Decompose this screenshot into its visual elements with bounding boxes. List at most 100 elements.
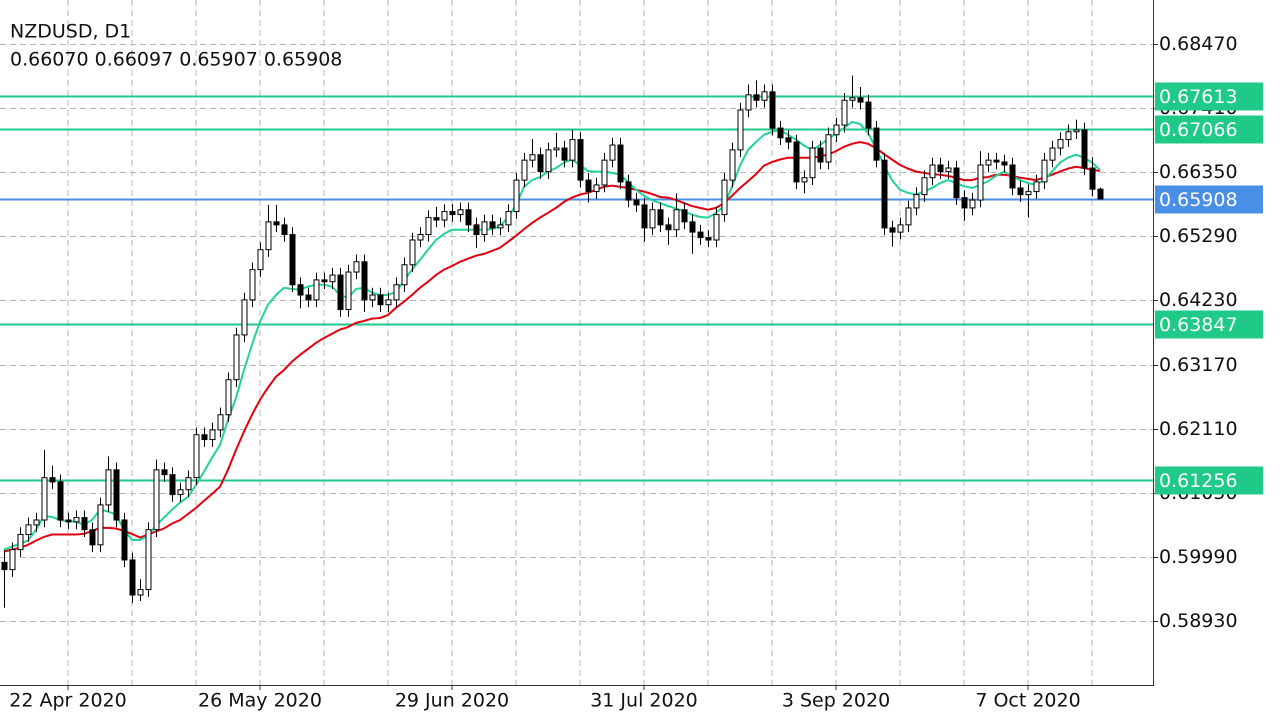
candle-body: [33, 519, 40, 526]
candle-body: [705, 237, 712, 241]
grid-layer: [0, 0, 1153, 685]
candle-body: [65, 519, 72, 523]
candle-body: [233, 334, 240, 381]
candle-body: [713, 214, 720, 241]
y-tick-label: 0.58930: [1159, 610, 1238, 632]
candle-body: [897, 224, 904, 233]
candle-body: [601, 159, 608, 186]
candle-body: [593, 184, 600, 193]
candle-body: [833, 124, 840, 136]
candle-body: [1049, 147, 1056, 161]
candle-body: [25, 524, 32, 536]
candle-body: [297, 284, 304, 296]
candle-body: [449, 211, 456, 216]
candle-body: [321, 279, 328, 283]
candle-body: [81, 517, 88, 531]
candle-body: [457, 209, 464, 216]
candle-body: [577, 139, 584, 181]
y-tick-label: 0.66350: [1159, 161, 1238, 183]
candle-body: [961, 197, 968, 209]
candle-body: [825, 134, 832, 163]
candle-body: [337, 274, 344, 311]
candle-body: [217, 414, 224, 431]
candle-body: [977, 164, 984, 201]
candle-body: [153, 469, 160, 531]
candle-body: [641, 204, 648, 229]
candle-body: [489, 221, 496, 229]
candle-body: [185, 477, 192, 491]
candle-body: [561, 147, 568, 161]
candle-body: [433, 217, 440, 221]
candle-body: [385, 299, 392, 306]
candle-body: [513, 179, 520, 213]
price-level-tag: [1155, 310, 1263, 339]
candle-body: [1, 561, 8, 571]
moving-average-line: [3, 120, 1101, 551]
candle-body: [1025, 191, 1032, 196]
indicator-layer: [3, 120, 1101, 553]
candle-body: [953, 167, 960, 199]
candle-body: [553, 147, 560, 151]
candle-body: [505, 211, 512, 226]
candle-body: [9, 549, 16, 571]
candle-body: [569, 139, 576, 161]
candle-body: [1041, 159, 1048, 183]
candle-body: [361, 261, 368, 301]
candle-body: [769, 91, 776, 129]
candle-body: [241, 299, 248, 336]
candle-body: [1017, 187, 1024, 196]
candle-body: [393, 284, 400, 301]
candle-body: [905, 207, 912, 226]
candle-body: [417, 234, 424, 241]
y-tick-label: 0.62110: [1159, 418, 1238, 440]
candle-body: [105, 469, 112, 506]
candle-body: [737, 109, 744, 151]
candle-body: [721, 179, 728, 216]
candle-body: [409, 239, 416, 266]
price-level-tag: [1155, 185, 1263, 214]
candle-body: [97, 504, 104, 546]
candle-body: [545, 149, 552, 173]
candle-body: [113, 469, 120, 521]
candle-body: [89, 529, 96, 546]
price-level-label: 0.63847: [1159, 314, 1238, 336]
candle-body: [1001, 161, 1008, 166]
candle-body: [697, 231, 704, 239]
candle-body: [1073, 129, 1080, 133]
candle-body: [889, 227, 896, 233]
candle-body: [801, 177, 808, 183]
candle-body: [857, 97, 864, 103]
price-level-tag: [1155, 82, 1263, 111]
candle-body: [873, 127, 880, 161]
candle-body: [1081, 129, 1088, 169]
ohlc-readout: 0.66070 0.66097 0.65907 0.65908: [10, 49, 342, 71]
candle-body: [177, 489, 184, 496]
candle-body: [225, 379, 232, 416]
levels-layer: [0, 95, 1153, 482]
candle-body: [329, 274, 336, 283]
candle-body: [209, 429, 216, 441]
candle-body: [753, 94, 760, 101]
candle-body: [817, 147, 824, 163]
candle-body: [313, 279, 320, 301]
candle-body: [1033, 181, 1040, 193]
symbol-title: NZDUSD, D1: [10, 21, 131, 43]
candle-body: [969, 199, 976, 209]
y-tick-label: 0.59990: [1159, 546, 1238, 568]
y-tick-label: 0.64230: [1159, 289, 1238, 311]
candle-body: [881, 159, 888, 229]
candle-body: [473, 224, 480, 236]
candle-body: [401, 264, 408, 286]
x-tick-label: 3 Sep 2020: [782, 690, 890, 712]
candle-body: [665, 224, 672, 231]
candle-body: [537, 154, 544, 173]
candle-body: [169, 474, 176, 496]
candle-body: [17, 534, 24, 551]
candle-body: [345, 271, 352, 311]
candle-body: [785, 137, 792, 143]
candle-body: [929, 164, 936, 179]
candle-body: [201, 434, 208, 441]
candle-body: [681, 209, 688, 223]
